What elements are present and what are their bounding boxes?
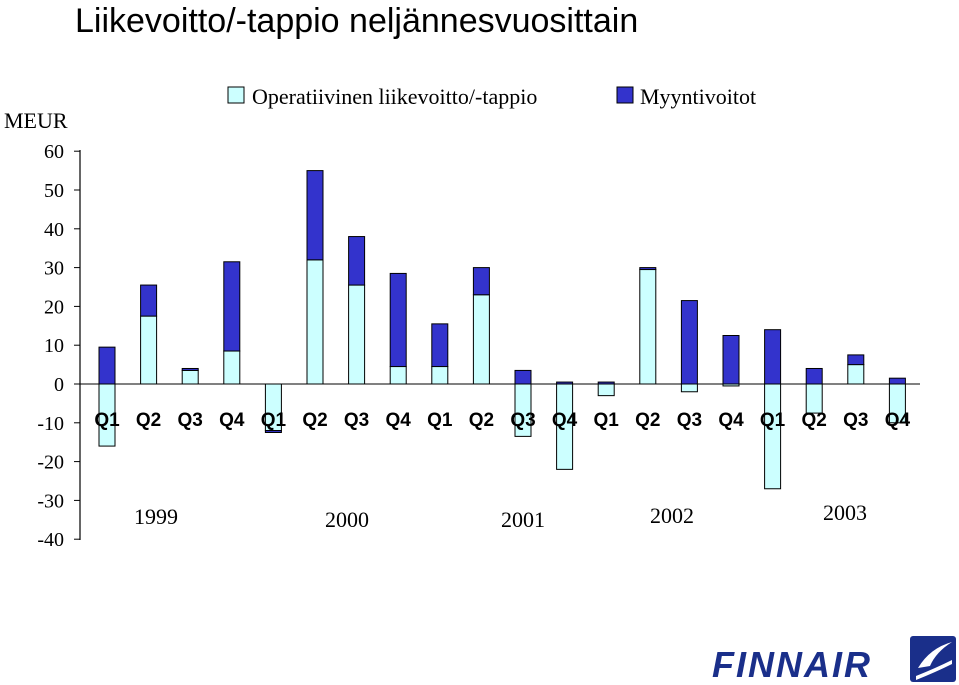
year-label: 2000 <box>325 507 369 532</box>
bar-sales-gains <box>472 267 490 296</box>
finnair-f-logo-icon <box>910 636 956 682</box>
bar-operating <box>764 383 782 490</box>
bar-sales-gains <box>306 170 324 261</box>
bar-operating <box>348 284 366 385</box>
bar-sales-gains <box>223 261 241 352</box>
bar-sales-gains <box>514 369 532 385</box>
quarter-label: Q4 <box>718 410 744 431</box>
quarter-label: Q1 <box>94 410 120 431</box>
quarter-label: Q3 <box>843 410 868 431</box>
bar-sales-gains <box>847 354 865 366</box>
quarter-label: Q3 <box>510 410 535 431</box>
bar-sales-gains <box>348 236 366 286</box>
y-tick-label: -20 <box>37 452 64 474</box>
quarter-label: Q2 <box>802 410 827 431</box>
bar-sales-gains <box>680 300 698 385</box>
legend-label-sales-gains: Myyntivoitot <box>640 84 756 109</box>
y-axis-label: MEUR <box>4 108 68 133</box>
legend: Operatiivinen liikevoitto/-tappio Myynti… <box>227 84 756 109</box>
bar-sales-gains <box>722 335 740 385</box>
finnair-logo-text: FINNAIR <box>712 644 872 685</box>
bar-operating <box>431 366 449 385</box>
y-tick-label: 60 <box>44 141 64 163</box>
bar-sales-gains <box>98 346 116 385</box>
bars <box>98 170 906 490</box>
bar-sales-gains <box>140 284 158 317</box>
quarter-label: Q4 <box>552 410 578 431</box>
quarter-label: Q3 <box>677 410 702 431</box>
bar-sales-gains <box>888 377 906 385</box>
quarter-label: Q3 <box>344 410 369 431</box>
bar-operating <box>181 369 199 385</box>
y-tick-label: -30 <box>37 490 64 512</box>
quarter-label: Q1 <box>261 410 287 431</box>
bar-sales-gains <box>764 329 782 385</box>
bar-sales-gains <box>597 381 615 385</box>
quarter-label: Q1 <box>594 410 620 431</box>
quarter-label: Q1 <box>427 410 453 431</box>
bar-sales-gains <box>639 267 657 271</box>
year-label: 1999 <box>134 504 178 529</box>
bar-operating <box>639 269 657 385</box>
bar-sales-gains <box>389 272 407 368</box>
y-tick-label: 20 <box>44 296 64 318</box>
y-tick-label: 40 <box>44 219 64 241</box>
y-tick-label: 10 <box>44 335 64 357</box>
bar-operating <box>847 364 865 385</box>
quarter-label: Q2 <box>136 410 161 431</box>
quarter-label: Q2 <box>635 410 660 431</box>
y-tick-label: 50 <box>44 180 64 202</box>
quarter-label: Q2 <box>469 410 494 431</box>
quarter-label: Q4 <box>219 410 245 431</box>
y-axis: 60 50 40 30 20 10 0 -10 -20 -30 -40 <box>37 141 80 551</box>
bar-operating <box>472 294 490 385</box>
bar-operating <box>389 366 407 385</box>
quarter-label: Q4 <box>885 410 911 431</box>
y-tick-label: 30 <box>44 258 64 280</box>
finnair-logo: FINNAIR <box>712 636 956 685</box>
bar-operating <box>597 383 615 397</box>
quarter-label: Q2 <box>302 410 327 431</box>
bar-sales-gains <box>264 430 282 433</box>
bar-operating <box>306 259 324 385</box>
bar-sales-gains <box>805 367 823 385</box>
bar-operating <box>140 315 158 385</box>
quarter-label: Q1 <box>760 410 786 431</box>
year-label: 2003 <box>823 500 867 525</box>
bar-sales-gains <box>181 367 199 371</box>
year-label: 2001 <box>501 507 545 532</box>
year-label: 2002 <box>650 503 694 528</box>
legend-swatch-operating <box>227 86 245 104</box>
y-tick-label: -10 <box>37 413 64 435</box>
y-tick-label: 0 <box>54 374 64 396</box>
quarter-label: Q3 <box>178 410 203 431</box>
bar-operating <box>805 383 823 414</box>
quarter-label: Q4 <box>386 410 412 431</box>
legend-swatch-sales-gains <box>616 86 634 104</box>
legend-label-operating: Operatiivinen liikevoitto/-tappio <box>252 84 537 109</box>
y-tick-label: -40 <box>37 529 64 551</box>
bar-sales-gains <box>556 381 574 385</box>
quarter-labels: Q1 Q2 Q3 Q4 Q1 Q2 Q3 Q4 Q1 Q2 Q3 Q4 Q1 Q2 Q3 Q4 Q1 Q2 Q3 Q4 <box>94 410 910 431</box>
chart-title: Liikevoitto/-tappio neljännesvuosittain <box>75 2 638 40</box>
bar-sales-gains <box>431 323 449 368</box>
bar-operating <box>223 350 241 385</box>
year-labels: 1999 2000 2001 2002 2003 <box>134 500 867 532</box>
bar-operating <box>680 383 698 393</box>
